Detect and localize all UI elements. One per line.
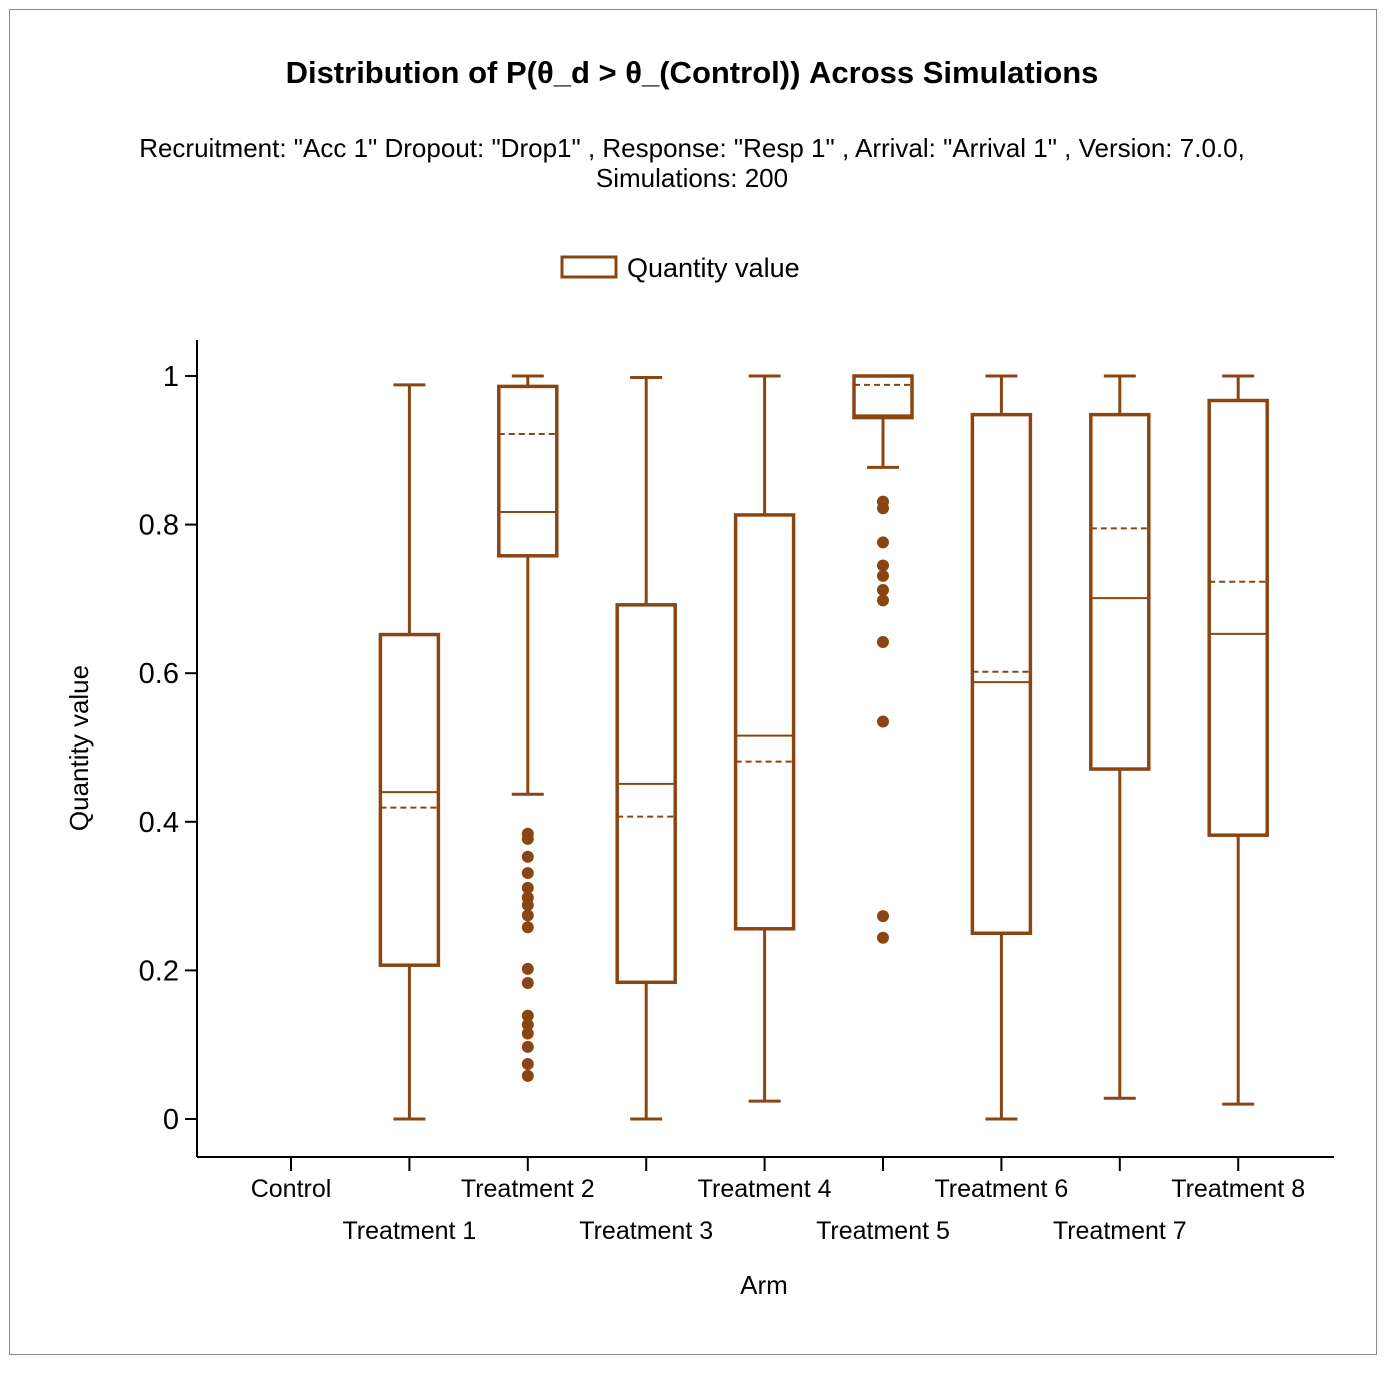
x-tick-label: Treatment 7 — [1053, 1217, 1187, 1245]
x-tick-label: Treatment 8 — [1171, 1175, 1305, 1203]
outlier-point — [877, 536, 889, 549]
outlier-point — [521, 1018, 534, 1031]
outlier-point — [877, 635, 889, 648]
y-tick-label: 1 — [163, 361, 179, 393]
outlier-point — [521, 1069, 534, 1082]
legend-swatch — [560, 255, 618, 279]
outlier-point — [521, 881, 534, 894]
box-iqr — [615, 603, 677, 985]
y-tick-label: 0.2 — [139, 955, 179, 987]
outlier-point — [521, 899, 534, 912]
outlier-point — [877, 583, 889, 596]
outlier-point — [521, 1027, 534, 1040]
x-tick-label: Treatment 3 — [579, 1217, 713, 1245]
outlier-point — [877, 559, 889, 572]
outlier-point — [521, 909, 534, 922]
y-tick-label: 0.8 — [139, 510, 179, 542]
box-iqr — [970, 412, 1033, 935]
x-tick-label: Treatment 1 — [342, 1217, 476, 1245]
y-tick-label: 0.4 — [139, 807, 179, 839]
outlier-point — [877, 502, 889, 515]
outlier-point — [521, 977, 534, 990]
plot-area: 0 0.2 0.4 0.6 0.8 1 Control Treatment 1 Treatmen… — [139, 340, 1334, 1245]
x-tick-label: Treatment 4 — [698, 1175, 832, 1203]
x-tick-label: Treatment 5 — [816, 1217, 950, 1245]
box-iqr — [1089, 412, 1151, 771]
outlier-point — [521, 832, 534, 845]
y-tick-label: 0 — [163, 1104, 179, 1136]
box-iqr — [497, 384, 559, 558]
chart-subtitle-line-1: Recruitment: "Acc 1" Dropout: "Drop1" , … — [139, 133, 1245, 163]
x-tick-label: Treatment 2 — [461, 1175, 595, 1203]
box-iqr — [733, 513, 796, 931]
outlier-point — [877, 910, 889, 923]
x-tick-label: Treatment 6 — [934, 1175, 1068, 1203]
outlier-point — [877, 594, 889, 607]
outlier-point — [877, 715, 889, 728]
chart-subtitle-line-2: Simulations: 200 — [596, 163, 788, 193]
box-iqr — [378, 632, 441, 967]
outlier-point — [521, 1040, 534, 1053]
outlier-point — [521, 1058, 534, 1071]
chart-title: Distribution of P(θ_d > θ_(Control)) Acr… — [286, 55, 1099, 90]
outlier-point — [877, 569, 889, 582]
outlier-point — [521, 1009, 534, 1022]
box-iqr — [1207, 398, 1269, 837]
y-tick-label: 0.6 — [139, 658, 179, 690]
outlier-point — [521, 962, 534, 975]
y-axis-title: Quantity value — [64, 665, 94, 831]
legend-label: Quantity value — [627, 253, 800, 283]
box-iqr — [852, 374, 914, 420]
legend: Quantity value — [560, 253, 800, 283]
x-tick-label: Control — [251, 1175, 332, 1203]
outlier-point — [877, 931, 889, 944]
outlier-point — [521, 921, 534, 934]
chart-frame — [9, 9, 1377, 1355]
x-axis-title: Arm — [740, 1270, 788, 1300]
outlier-point — [521, 867, 534, 880]
outlier-point — [521, 850, 534, 863]
